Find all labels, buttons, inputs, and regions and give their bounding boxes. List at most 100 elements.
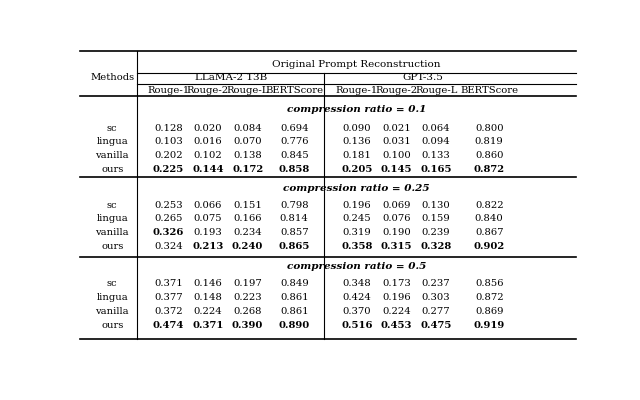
- Text: 0.845: 0.845: [280, 151, 308, 160]
- Text: 0.069: 0.069: [382, 200, 411, 210]
- Text: Rouge-1: Rouge-1: [147, 86, 189, 95]
- Text: 0.857: 0.857: [280, 228, 308, 237]
- Text: sc: sc: [107, 200, 118, 210]
- Text: 0.196: 0.196: [382, 293, 411, 302]
- Text: 0.328: 0.328: [420, 242, 452, 251]
- Text: 0.277: 0.277: [422, 307, 451, 316]
- Text: 0.890: 0.890: [278, 321, 310, 330]
- Text: 0.205: 0.205: [341, 165, 372, 174]
- Text: 0.224: 0.224: [193, 307, 222, 316]
- Text: compression ratio = 0.5: compression ratio = 0.5: [287, 262, 426, 270]
- Text: Original Prompt Reconstruction: Original Prompt Reconstruction: [272, 60, 441, 70]
- Text: 0.424: 0.424: [342, 293, 371, 302]
- Text: 0.902: 0.902: [474, 242, 505, 251]
- Text: 0.326: 0.326: [152, 228, 184, 237]
- Text: sc: sc: [107, 124, 118, 132]
- Text: lingua: lingua: [97, 214, 128, 224]
- Text: 0.869: 0.869: [475, 307, 504, 316]
- Text: 0.090: 0.090: [342, 124, 371, 132]
- Text: 0.371: 0.371: [154, 279, 182, 288]
- Text: lingua: lingua: [97, 293, 128, 302]
- Text: compression ratio = 0.25: compression ratio = 0.25: [284, 184, 430, 193]
- Text: 0.268: 0.268: [234, 307, 262, 316]
- Text: 0.223: 0.223: [234, 293, 262, 302]
- Text: GPT-3.5: GPT-3.5: [403, 73, 444, 82]
- Text: 0.475: 0.475: [420, 321, 452, 330]
- Text: lingua: lingua: [97, 138, 128, 146]
- Text: Rouge-2: Rouge-2: [187, 86, 229, 95]
- Text: 0.159: 0.159: [422, 214, 451, 224]
- Text: 0.133: 0.133: [422, 151, 451, 160]
- Text: 0.196: 0.196: [342, 200, 371, 210]
- Text: 0.819: 0.819: [475, 138, 504, 146]
- Text: 0.148: 0.148: [193, 293, 223, 302]
- Text: 0.390: 0.390: [232, 321, 263, 330]
- Text: 0.516: 0.516: [341, 321, 372, 330]
- Text: 0.136: 0.136: [342, 138, 371, 146]
- Text: 0.453: 0.453: [381, 321, 412, 330]
- Text: 0.166: 0.166: [234, 214, 262, 224]
- Text: 0.800: 0.800: [475, 124, 504, 132]
- Text: 0.070: 0.070: [234, 138, 262, 146]
- Text: 0.202: 0.202: [154, 151, 182, 160]
- Text: 0.265: 0.265: [154, 214, 182, 224]
- Text: 0.075: 0.075: [194, 214, 222, 224]
- Text: 0.102: 0.102: [193, 151, 222, 160]
- Text: ours: ours: [101, 321, 124, 330]
- Text: 0.858: 0.858: [278, 165, 310, 174]
- Text: 0.315: 0.315: [381, 242, 412, 251]
- Text: 0.145: 0.145: [381, 165, 412, 174]
- Text: Methods: Methods: [90, 73, 134, 82]
- Text: 0.849: 0.849: [280, 279, 308, 288]
- Text: Rouge-2: Rouge-2: [376, 86, 417, 95]
- Text: 0.144: 0.144: [192, 165, 224, 174]
- Text: sc: sc: [107, 279, 118, 288]
- Text: 0.474: 0.474: [152, 321, 184, 330]
- Text: ours: ours: [101, 242, 124, 251]
- Text: 0.371: 0.371: [192, 321, 223, 330]
- Text: BERTScore: BERTScore: [460, 86, 518, 95]
- Text: 0.358: 0.358: [341, 242, 372, 251]
- Text: 0.084: 0.084: [233, 124, 262, 132]
- Text: 0.151: 0.151: [233, 200, 262, 210]
- Text: 0.172: 0.172: [232, 165, 263, 174]
- Text: 0.372: 0.372: [154, 307, 182, 316]
- Text: 0.181: 0.181: [342, 151, 371, 160]
- Text: 0.193: 0.193: [193, 228, 222, 237]
- Text: 0.861: 0.861: [280, 307, 308, 316]
- Text: 0.348: 0.348: [342, 279, 371, 288]
- Text: 0.860: 0.860: [475, 151, 504, 160]
- Text: ours: ours: [101, 165, 124, 174]
- Text: 0.239: 0.239: [422, 228, 451, 237]
- Text: 0.234: 0.234: [233, 228, 262, 237]
- Text: 0.240: 0.240: [232, 242, 263, 251]
- Text: 0.872: 0.872: [475, 293, 504, 302]
- Text: 0.197: 0.197: [233, 279, 262, 288]
- Text: 0.865: 0.865: [278, 242, 310, 251]
- Text: 0.919: 0.919: [474, 321, 505, 330]
- Text: 0.128: 0.128: [154, 124, 182, 132]
- Text: 0.377: 0.377: [154, 293, 182, 302]
- Text: 0.100: 0.100: [382, 151, 411, 160]
- Text: 0.130: 0.130: [422, 200, 451, 210]
- Text: Rouge-L: Rouge-L: [227, 86, 269, 95]
- Text: 0.165: 0.165: [420, 165, 452, 174]
- Text: 0.798: 0.798: [280, 200, 308, 210]
- Text: 0.103: 0.103: [154, 138, 182, 146]
- Text: 0.224: 0.224: [382, 307, 411, 316]
- Text: vanilla: vanilla: [95, 228, 129, 237]
- Text: 0.146: 0.146: [193, 279, 222, 288]
- Text: 0.076: 0.076: [382, 214, 411, 224]
- Text: 0.694: 0.694: [280, 124, 308, 132]
- Text: Rouge-L: Rouge-L: [415, 86, 458, 95]
- Text: 0.213: 0.213: [192, 242, 223, 251]
- Text: BERTScore: BERTScore: [265, 86, 323, 95]
- Text: 0.066: 0.066: [194, 200, 222, 210]
- Text: vanilla: vanilla: [95, 151, 129, 160]
- Text: 0.872: 0.872: [474, 165, 505, 174]
- Text: 0.031: 0.031: [382, 138, 411, 146]
- Text: 0.856: 0.856: [475, 279, 504, 288]
- Text: 0.020: 0.020: [194, 124, 222, 132]
- Text: 0.225: 0.225: [153, 165, 184, 174]
- Text: 0.094: 0.094: [422, 138, 451, 146]
